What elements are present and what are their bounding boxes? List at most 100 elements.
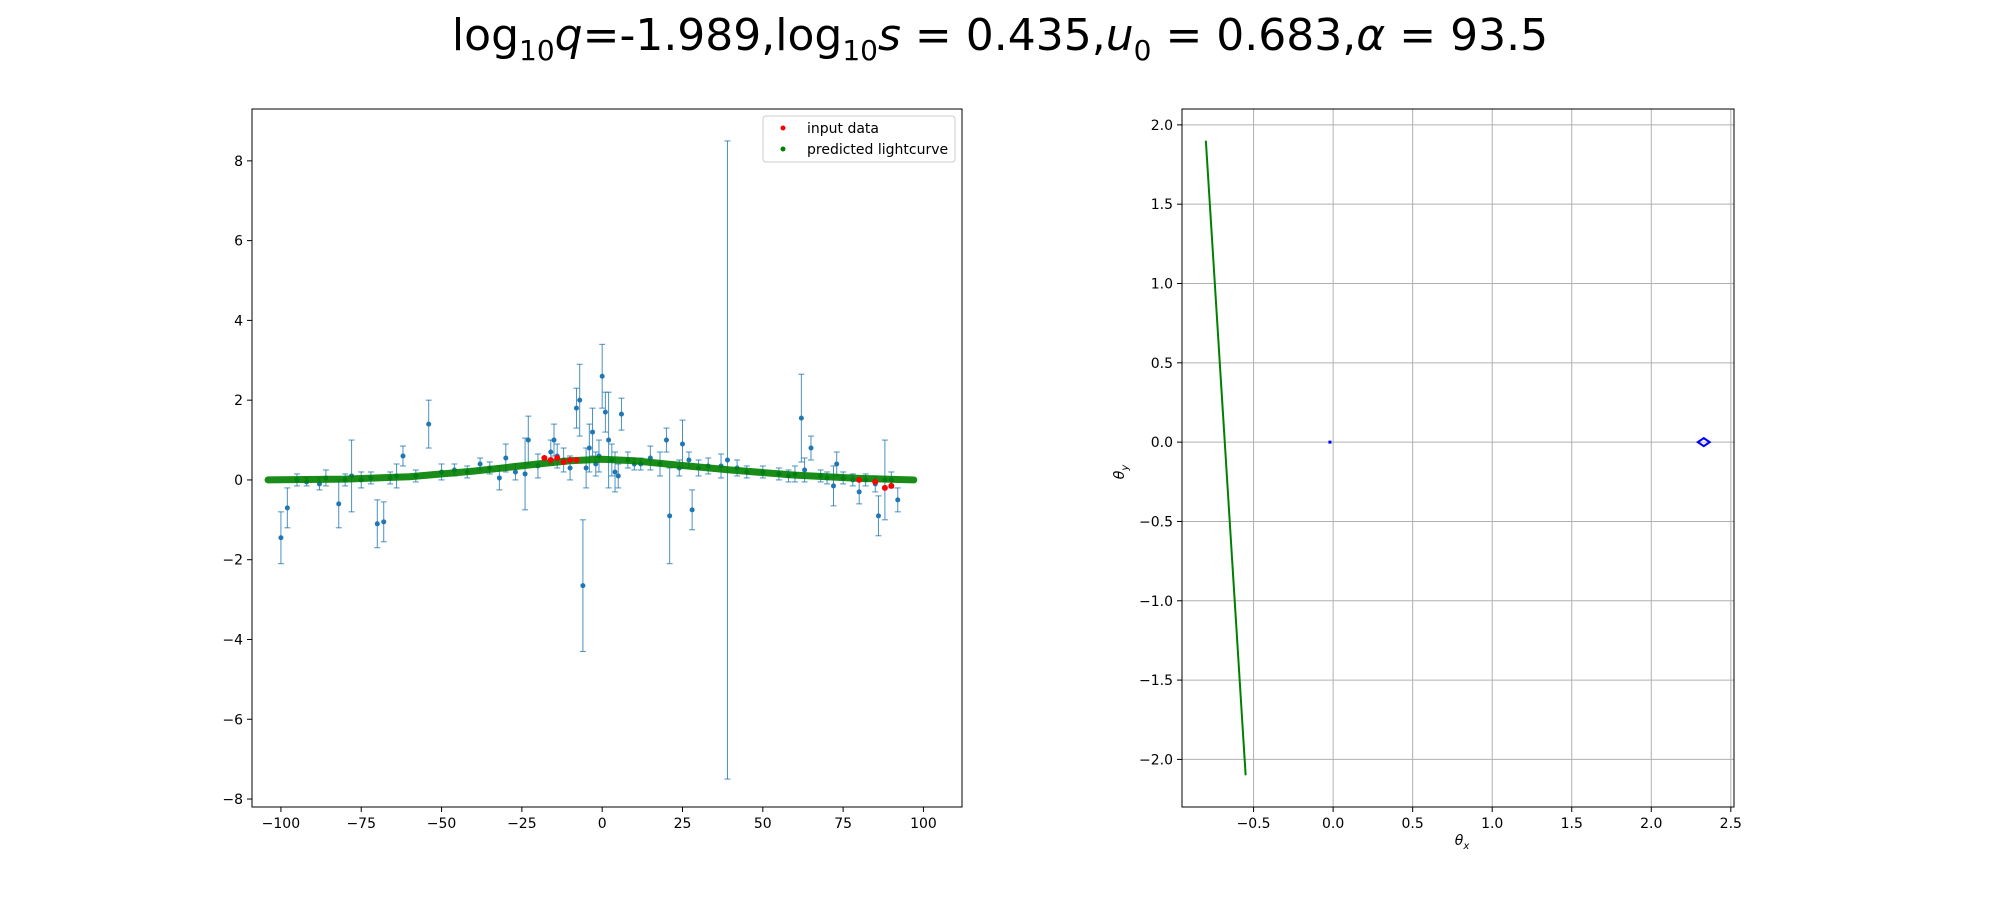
predicted-lightcurve (264, 455, 918, 484)
input-data-point (541, 455, 548, 461)
caustic-large (1695, 436, 1712, 448)
y-tick-label: −6 (222, 712, 243, 728)
data-point (802, 467, 808, 473)
data-point (525, 437, 531, 443)
data-point (724, 457, 730, 463)
data-point (612, 469, 618, 475)
data-point (512, 469, 518, 475)
data-point (667, 513, 673, 519)
y-axis-label: θy (1112, 464, 1131, 480)
x-tick-label: 25 (674, 816, 692, 832)
y-tick-label: 1.5 (1151, 197, 1173, 213)
data-point (284, 505, 290, 511)
data-point (808, 445, 814, 451)
figure-title: log10q=-1.989,log10s = 0.435,u0 = 0.683,… (451, 10, 1549, 67)
caustic-small (1328, 440, 1332, 444)
y-tick-label: 8 (234, 154, 243, 170)
x-tick-label: 1.0 (1481, 816, 1503, 832)
data-point (426, 421, 432, 427)
y-tick-label: −8 (222, 792, 243, 808)
data-point (583, 465, 589, 471)
data-point (618, 411, 624, 417)
data-point (503, 455, 509, 461)
x-axis-label: θx (1455, 833, 1470, 852)
y-tick-label: 6 (234, 234, 243, 250)
x-tick-label: −100 (262, 816, 300, 832)
data-point (577, 397, 583, 403)
y-tick-label: −1.5 (1139, 673, 1173, 689)
data-point (580, 583, 586, 589)
data-point (689, 507, 695, 513)
data-point (336, 501, 342, 507)
input-data-point (554, 455, 561, 461)
y-tick-label: −0.5 (1139, 514, 1173, 530)
data-point (663, 437, 669, 443)
data-point (686, 457, 692, 463)
data-point (374, 521, 380, 527)
legend-box (762, 115, 956, 163)
y-tick-label: 4 (234, 313, 243, 329)
data-point (522, 471, 528, 477)
x-tick-label: −50 (427, 816, 457, 832)
data-point (615, 473, 621, 479)
data-point (599, 373, 605, 379)
y-tick-label: −4 (222, 632, 243, 648)
x-tick-label: 0 (598, 816, 607, 832)
data-point (400, 453, 406, 459)
data-point (278, 535, 284, 541)
legend-marker-input (780, 125, 786, 131)
x-tick-label: −25 (507, 816, 537, 832)
input-data-point (872, 478, 879, 485)
input-data-point (881, 484, 888, 491)
y-tick-label: 2 (234, 393, 243, 409)
data-point (830, 483, 836, 489)
data-point (679, 441, 685, 447)
x-tick-label: 50 (754, 816, 772, 832)
y-tick-label: 0.0 (1151, 435, 1173, 451)
data-point (551, 437, 557, 443)
input-data-point (567, 456, 574, 463)
data-point (496, 475, 502, 481)
input-data-point (560, 458, 567, 465)
x-tick-label: 75 (834, 816, 852, 832)
input-data-point (573, 456, 580, 463)
input-data-point (547, 456, 554, 463)
x-axis-label-sub: x (1462, 841, 1469, 852)
data-point (381, 519, 387, 525)
x-tick-label: 1.5 (1561, 816, 1583, 832)
x-tick-label: −75 (346, 816, 376, 832)
data-point (875, 513, 881, 519)
x-tick-label: −0.5 (1237, 816, 1271, 832)
y-tick-label: 2.0 (1151, 118, 1173, 134)
legend-marker-predicted (780, 146, 786, 152)
x-tick-label: 0.0 (1322, 816, 1344, 832)
data-point (586, 445, 592, 451)
data-point (567, 465, 573, 471)
legend: input data predicted lightcurve (762, 115, 956, 163)
data-point (548, 449, 554, 455)
legend-label-input: input data (807, 121, 879, 137)
y-tick-label: 0 (234, 473, 243, 489)
y-tick-label: 0.5 (1151, 356, 1173, 372)
x-tick-label: 100 (910, 816, 937, 832)
data-point (606, 437, 612, 443)
data-point (798, 415, 804, 421)
data-point (856, 489, 862, 495)
x-tick-label: 2.0 (1640, 816, 1662, 832)
y-tick-label: −2 (222, 553, 243, 569)
data-point (602, 409, 608, 415)
x-tick-label: 0.5 (1402, 816, 1424, 832)
source-trajectory (1204, 140, 1247, 776)
y-tick-label: −1.0 (1139, 594, 1173, 610)
lightcurve-chart: −100 −75 −50 −25 0 25 50 75 100 −8 −6 −4 −2 0 2 4 6 8 inpu… (222, 108, 963, 832)
data-point (573, 405, 579, 411)
data-point (834, 461, 840, 467)
trajectory-chart: −0.5 0.0 0.5 1.0 1.5 2.0 2.5 −2.0 −1.5 −1.0 −0.5 0.… (1112, 108, 1742, 852)
data-point (895, 497, 901, 503)
x-tick-label: 2.5 (1720, 816, 1742, 832)
plot-frame (1181, 108, 1735, 808)
y-tick-label: −2.0 (1139, 752, 1173, 768)
y-axis-label-sub: y (1120, 464, 1131, 472)
input-data-point (856, 476, 863, 483)
